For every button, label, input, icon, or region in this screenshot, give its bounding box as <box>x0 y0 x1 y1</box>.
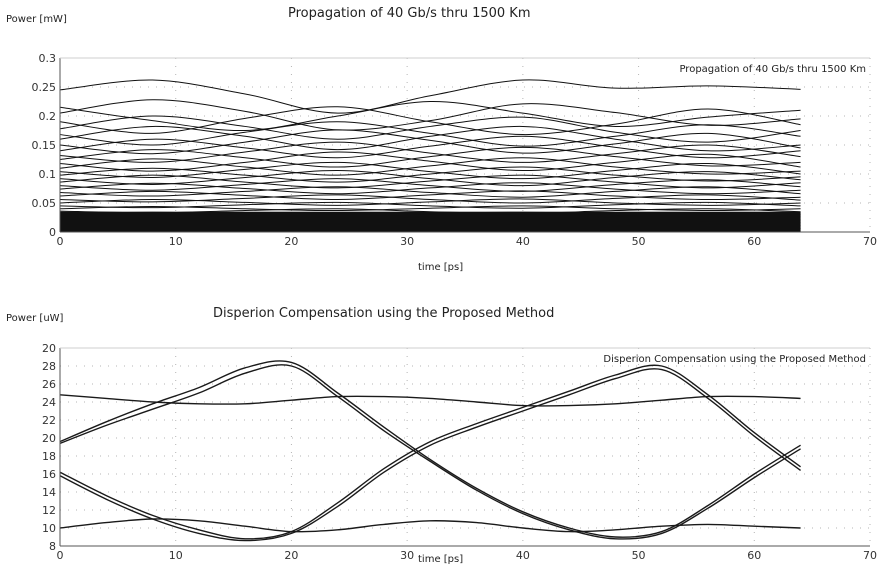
series-line-25 <box>59 205 801 212</box>
x-tick-label: 10 <box>169 549 183 562</box>
y-tick-label: 18 <box>42 450 56 463</box>
series-line-4 <box>59 368 801 542</box>
x-tick-label: 0 <box>57 235 64 248</box>
y-axis-label: Power [mW] <box>6 14 67 25</box>
x-axis-label: time [ps] <box>418 262 464 273</box>
x-tick-label: 70 <box>863 235 877 248</box>
x-tick-label: 0 <box>57 549 64 562</box>
x-tick-label: 10 <box>169 235 183 248</box>
series-line-5 <box>59 394 801 407</box>
series-line-2 <box>59 100 801 132</box>
series-line-22 <box>59 194 801 204</box>
y-tick-label: 10 <box>42 522 56 535</box>
propagation-chart: Power [mW] Propagation of 40 Gb/s thru 1… <box>0 0 883 282</box>
legend-entry: Disperion Compensation using the Propose… <box>603 354 866 365</box>
series-line-23 <box>59 198 801 206</box>
x-tick-label: 20 <box>284 235 298 248</box>
x-tick-label: 50 <box>632 549 646 562</box>
series-line-1 <box>59 79 801 114</box>
grid <box>59 347 871 547</box>
series-line-16 <box>59 170 801 187</box>
y-tick-label: 16 <box>42 468 56 481</box>
y-tick-label: 0 <box>49 226 56 239</box>
y-axis-label: Power [uW] <box>6 313 64 324</box>
y-tick-label: 0.1 <box>39 168 57 181</box>
y-tick-label: 24 <box>42 396 56 409</box>
y-tick-label: 14 <box>42 486 56 499</box>
y-tick-label: 20 <box>42 432 56 445</box>
x-axis-label: time [ps] <box>418 554 464 565</box>
series-line-18 <box>59 178 801 192</box>
series-line-20 <box>59 186 801 198</box>
series-group <box>59 79 801 232</box>
dense-trace-band <box>60 211 801 232</box>
chart-title: Propagation of 40 Gb/s thru 1500 Km <box>288 6 531 21</box>
y-tick-label: 0.2 <box>39 110 57 123</box>
series-line-3 <box>59 99 801 131</box>
x-tick-label: 40 <box>516 235 530 248</box>
series-line-9 <box>59 135 801 159</box>
y-tick-label: 12 <box>42 504 56 517</box>
y-tick-label: 8 <box>49 540 56 553</box>
series-line-4 <box>59 106 801 136</box>
x-tick-label: 20 <box>284 549 298 562</box>
series-line-5 <box>59 115 801 143</box>
y-tick-label: 0.3 <box>39 52 57 65</box>
x-tick-label: 70 <box>863 549 877 562</box>
series-line-2 <box>59 364 801 540</box>
y-tick-label: 22 <box>42 414 56 427</box>
series-line-7 <box>59 125 801 152</box>
series-line-19 <box>59 182 801 195</box>
x-tick-label: 30 <box>400 235 414 248</box>
series-line-6 <box>59 518 801 533</box>
plot-area: 0 10 20 30 40 50 60 70 0 0.05 0.1 0.15 0.2 0.25 0.3 Pro… <box>32 52 878 248</box>
series-line-6 <box>59 121 801 147</box>
y-tick-label: 26 <box>42 378 56 391</box>
plot-area: 0 10 20 30 40 50 60 70 8 10 12 14 16 18 20 22 24 26 28 20 Di… <box>42 342 877 562</box>
y-tick-label: 0.25 <box>32 81 57 94</box>
grid <box>59 57 871 233</box>
x-tick-label: 50 <box>632 235 646 248</box>
series-line-21 <box>59 190 801 201</box>
y-tick-label: 0.05 <box>32 197 57 210</box>
x-tick-label: 30 <box>400 549 414 562</box>
series-line-1 <box>59 360 801 538</box>
x-tick-label: 60 <box>747 235 761 248</box>
series-line-8 <box>59 129 801 155</box>
series-line-13 <box>59 157 801 176</box>
x-tick-label: 60 <box>747 549 761 562</box>
legend-entry: Propagation of 40 Gb/s thru 1500 Km <box>679 64 866 75</box>
compensation-chart: Power [uW] Disperion Compensation using … <box>0 298 883 571</box>
y-tick-label: 20 <box>42 342 56 355</box>
chart-title: Disperion Compensation using the Propose… <box>213 306 555 321</box>
y-tick-label: 0.15 <box>32 139 57 152</box>
series-line-3 <box>59 364 801 540</box>
series-group <box>59 360 801 542</box>
x-tick-label: 40 <box>516 549 530 562</box>
y-tick-label: 28 <box>42 360 56 373</box>
